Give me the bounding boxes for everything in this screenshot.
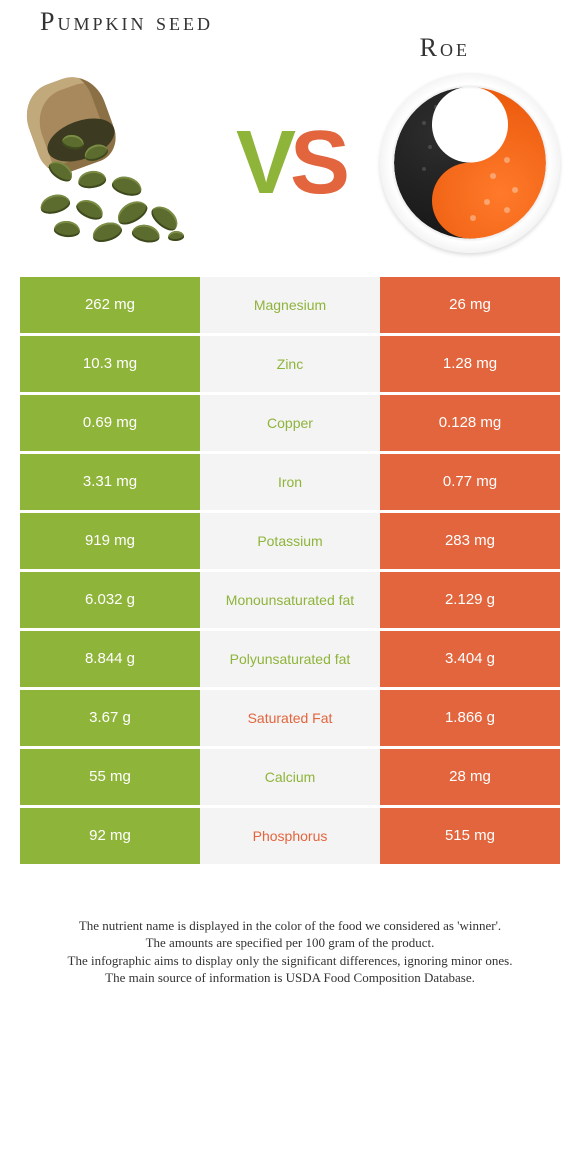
vs-v: V xyxy=(236,113,290,213)
left-value-cell: 3.31 mg xyxy=(20,454,200,510)
nutrient-name-cell: Phosphorus xyxy=(200,808,380,864)
vs-label: VS xyxy=(236,118,344,208)
footer-line-1: The nutrient name is displayed in the co… xyxy=(40,917,540,935)
table-row: 0.69 mgCopper0.128 mg xyxy=(20,395,560,454)
nutrient-name-cell: Zinc xyxy=(200,336,380,392)
right-value-cell: 2.129 g xyxy=(380,572,560,628)
nutrient-name-cell: Calcium xyxy=(200,749,380,805)
table-row: 10.3 mgZinc1.28 mg xyxy=(20,336,560,395)
infographic-root: Pumpkin seed Roe xyxy=(0,0,580,1174)
table-row: 92 mgPhosphorus515 mg xyxy=(20,808,560,867)
left-food-name: Pumpkin seed xyxy=(10,8,255,63)
left-value-cell: 10.3 mg xyxy=(20,336,200,392)
right-value-cell: 1.866 g xyxy=(380,690,560,746)
nutrient-name-cell: Potassium xyxy=(200,513,380,569)
table-row: 262 mgMagnesium26 mg xyxy=(20,277,560,336)
right-value-cell: 1.28 mg xyxy=(380,336,560,392)
header: Pumpkin seed Roe xyxy=(0,0,580,63)
table-row: 3.31 mgIron0.77 mg xyxy=(20,454,560,513)
right-food-name: Roe xyxy=(255,8,570,63)
nutrient-name-cell: Saturated Fat xyxy=(200,690,380,746)
right-value-cell: 3.404 g xyxy=(380,631,560,687)
left-value-cell: 55 mg xyxy=(20,749,200,805)
table-row: 3.67 gSaturated Fat1.866 g xyxy=(20,690,560,749)
right-food-image xyxy=(380,73,560,253)
left-value-cell: 92 mg xyxy=(20,808,200,864)
comparison-table: 262 mgMagnesium26 mg10.3 mgZinc1.28 mg0.… xyxy=(20,277,560,867)
footer-notes: The nutrient name is displayed in the co… xyxy=(40,917,540,987)
left-value-cell: 262 mg xyxy=(20,277,200,333)
nutrient-name-cell: Monounsaturated fat xyxy=(200,572,380,628)
vs-s: S xyxy=(290,113,344,213)
table-row: 919 mgPotassium283 mg xyxy=(20,513,560,572)
left-value-cell: 919 mg xyxy=(20,513,200,569)
nutrient-name-cell: Copper xyxy=(200,395,380,451)
nutrient-name-cell: Polyunsaturated fat xyxy=(200,631,380,687)
table-row: 6.032 gMonounsaturated fat2.129 g xyxy=(20,572,560,631)
footer-line-2: The amounts are specified per 100 gram o… xyxy=(40,934,540,952)
left-food-image xyxy=(20,73,200,253)
right-value-cell: 0.77 mg xyxy=(380,454,560,510)
left-value-cell: 3.67 g xyxy=(20,690,200,746)
nutrient-name-cell: Iron xyxy=(200,454,380,510)
right-value-cell: 26 mg xyxy=(380,277,560,333)
right-value-cell: 28 mg xyxy=(380,749,560,805)
footer-line-4: The main source of information is USDA F… xyxy=(40,969,540,987)
nutrient-name-cell: Magnesium xyxy=(200,277,380,333)
right-value-cell: 283 mg xyxy=(380,513,560,569)
left-value-cell: 0.69 mg xyxy=(20,395,200,451)
table-row: 55 mgCalcium28 mg xyxy=(20,749,560,808)
left-value-cell: 8.844 g xyxy=(20,631,200,687)
table-row: 8.844 gPolyunsaturated fat3.404 g xyxy=(20,631,560,690)
images-row: VS xyxy=(0,63,580,277)
left-value-cell: 6.032 g xyxy=(20,572,200,628)
footer-line-3: The infographic aims to display only the… xyxy=(40,952,540,970)
right-value-cell: 0.128 mg xyxy=(380,395,560,451)
right-value-cell: 515 mg xyxy=(380,808,560,864)
